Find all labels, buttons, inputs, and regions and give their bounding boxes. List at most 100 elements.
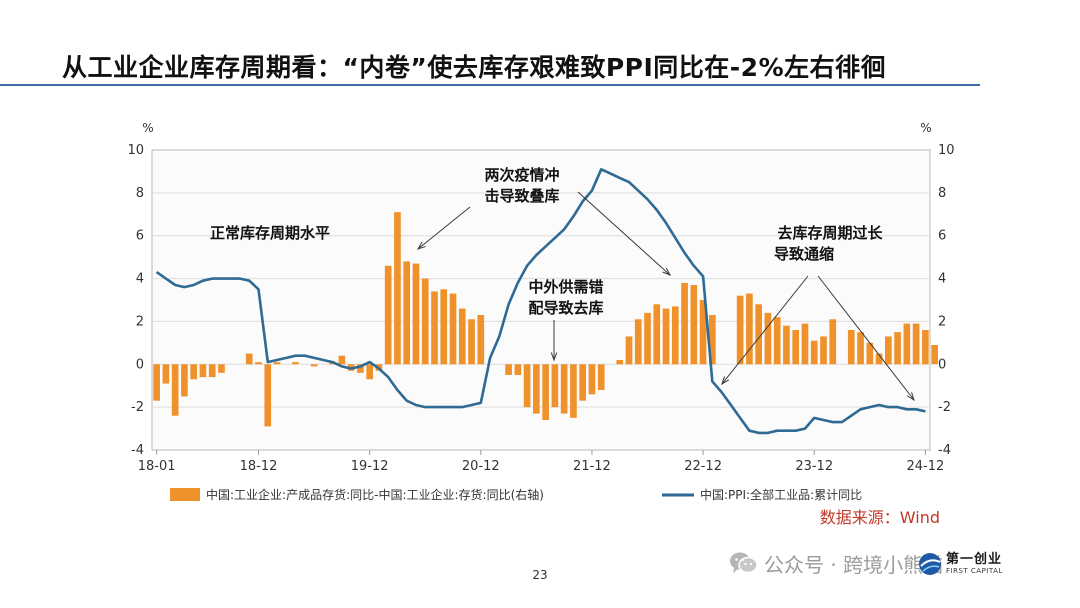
bar-mark bbox=[542, 364, 549, 420]
bar-mark bbox=[671, 306, 679, 365]
y-right-tick-label: 2 bbox=[938, 314, 946, 329]
arrow-covid-2-head bbox=[662, 267, 672, 276]
bar-mark bbox=[394, 212, 401, 365]
bar-mark bbox=[829, 319, 837, 365]
bar-mark bbox=[820, 336, 827, 365]
bar-mark bbox=[218, 364, 225, 373]
legend: 中国:工业企业:产成品存货:同比-中国:工业企业:存货:同比(右轴) 中国:PPI… bbox=[170, 487, 940, 527]
data-source: 数据来源：Wind bbox=[820, 508, 940, 527]
bar-mark bbox=[551, 364, 559, 408]
bar-mark bbox=[884, 336, 892, 365]
arrow-covid-2 bbox=[577, 191, 671, 276]
bar-mark bbox=[403, 261, 411, 365]
bar-mark bbox=[190, 364, 198, 380]
bar-mark bbox=[505, 364, 512, 375]
bar-mark bbox=[912, 323, 920, 365]
x-tick-label: 22-12 bbox=[684, 459, 722, 474]
bar-mark bbox=[579, 364, 587, 401]
bar-mark bbox=[560, 364, 568, 414]
bar-mark bbox=[681, 282, 688, 365]
bar-mark bbox=[458, 308, 466, 365]
bar-mark bbox=[931, 345, 938, 365]
globe-icon bbox=[919, 553, 941, 575]
annotation-deflation-line1: 去库存周期过长 bbox=[777, 224, 883, 242]
bar-mark bbox=[273, 362, 281, 365]
annotation-covid-line2: 击导致叠库 bbox=[484, 187, 559, 205]
y-right-tick-label: 0 bbox=[938, 357, 946, 372]
bar-mark bbox=[264, 364, 272, 427]
bar-mark bbox=[662, 308, 670, 365]
y-left-unit: % bbox=[142, 121, 153, 135]
bar-mark bbox=[514, 364, 522, 375]
x-tick-label: 19-12 bbox=[351, 459, 389, 474]
y-left-tick-label: 10 bbox=[127, 143, 144, 158]
title-underline bbox=[0, 84, 980, 86]
watermark: 公众号 · 跨境小熊猫 bbox=[728, 548, 943, 578]
bar-mark bbox=[857, 332, 864, 365]
bar-mark bbox=[255, 362, 262, 365]
bar-mark bbox=[922, 330, 929, 365]
bar-mark bbox=[181, 364, 188, 397]
bar-mark bbox=[412, 263, 420, 365]
bar-mark bbox=[709, 315, 716, 365]
bar-mark bbox=[783, 325, 790, 365]
plot-area bbox=[151, 149, 931, 451]
x-tick-label: 20-12 bbox=[462, 459, 500, 474]
y-right-tick-label: -4 bbox=[938, 443, 951, 458]
x-tick-label: 21-12 bbox=[573, 459, 611, 474]
annotation-covid-line1: 两次疫情冲 bbox=[484, 166, 559, 184]
bar-mark bbox=[866, 342, 874, 365]
y-right-tick-label: 8 bbox=[938, 186, 946, 201]
bar-mark bbox=[690, 285, 698, 365]
arrow-supply-head bbox=[550, 352, 558, 362]
bar-mark bbox=[421, 278, 429, 365]
y-left-tick-label: 2 bbox=[136, 314, 144, 329]
bar-mark bbox=[171, 364, 179, 416]
annotation-supply-line2: 配导致去库 bbox=[528, 299, 603, 317]
bar-mark bbox=[570, 364, 577, 418]
bar-mark bbox=[449, 293, 457, 365]
bar-mark bbox=[477, 315, 485, 365]
bar-mark bbox=[736, 295, 744, 365]
legend-bar-label: 中国:工业企业:产成品存货:同比-中国:工业企业:存货:同比(右轴) bbox=[206, 487, 544, 502]
legend-bar-swatch bbox=[170, 488, 200, 501]
annotation-supply-line1: 中外供需错 bbox=[528, 278, 603, 296]
arrow-deflation-2-head bbox=[906, 392, 915, 402]
bar-mark bbox=[292, 362, 299, 365]
y-left-tick-label: 0 bbox=[136, 357, 144, 372]
y-left-tick-label: 6 bbox=[136, 229, 144, 244]
line-series bbox=[155, 168, 926, 435]
bar-mark bbox=[792, 330, 800, 365]
y-right-unit: % bbox=[920, 121, 931, 135]
company-logo: 第一创业 FIRST CAPITAL bbox=[918, 548, 1003, 580]
x-tick-label: 18-12 bbox=[240, 459, 278, 474]
bar-mark bbox=[773, 317, 781, 365]
arrow-deflation-1-head bbox=[721, 376, 730, 386]
bar-mark bbox=[810, 340, 818, 365]
y-right-tick-label: -2 bbox=[938, 400, 951, 415]
axis-ticks: 10 8 6 4 2 0 -2 -4 10 8 6 4 2 0 -2 -4% % 18-01 18-12 19-12 2… bbox=[127, 121, 954, 474]
annotation-normal-cycle: 正常库存周期水平 bbox=[210, 224, 330, 242]
ppi-line bbox=[155, 168, 926, 435]
x-tick-label: 23-12 bbox=[795, 459, 833, 474]
bar-mark bbox=[894, 332, 901, 365]
arrow-covid-1 bbox=[417, 206, 471, 250]
y-left-tick-label: 4 bbox=[136, 272, 144, 287]
bar-mark bbox=[245, 353, 253, 365]
logo-english-name: FIRST CAPITAL bbox=[946, 567, 1003, 575]
bar-mark bbox=[208, 364, 216, 378]
bar-mark bbox=[801, 323, 809, 365]
bar-mark bbox=[357, 364, 364, 373]
y-right-tick-label: 6 bbox=[938, 229, 946, 244]
bar-mark bbox=[310, 364, 318, 367]
bar-mark bbox=[588, 364, 596, 395]
y-left-tick-label: -4 bbox=[131, 443, 144, 458]
bar-mark bbox=[153, 364, 160, 401]
bar-mark bbox=[533, 364, 540, 414]
bar-mark bbox=[903, 323, 911, 365]
bar-mark bbox=[523, 364, 531, 408]
x-tick-label: 18-01 bbox=[138, 459, 176, 474]
annotation-deflation-line2: 导致通缩 bbox=[774, 245, 834, 263]
